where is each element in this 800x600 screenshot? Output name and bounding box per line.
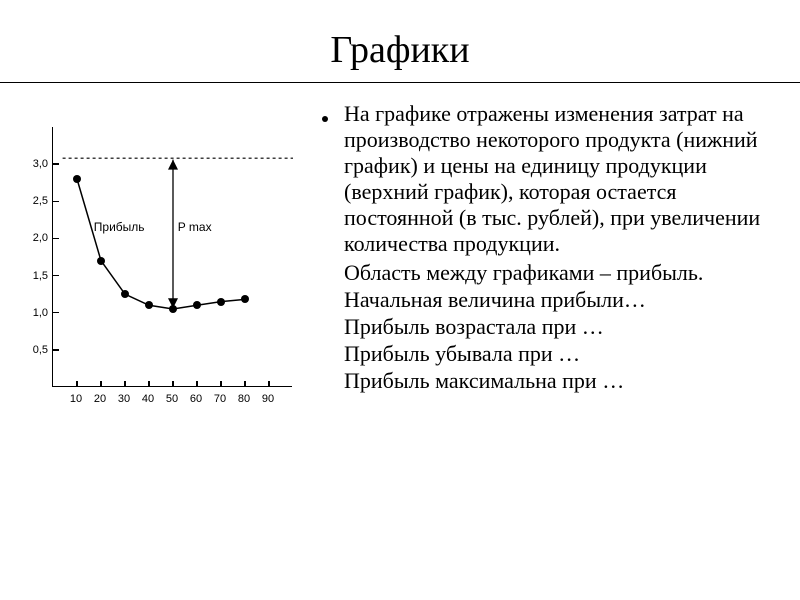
page-title: Графики	[0, 0, 800, 82]
x-tick-label: 30	[118, 393, 130, 405]
x-tick	[244, 381, 246, 387]
y-tick	[53, 275, 59, 277]
arrowhead-icon	[168, 160, 178, 170]
y-tick-label: 0,5	[33, 344, 48, 356]
y-tick	[53, 349, 59, 351]
y-tick	[53, 163, 59, 165]
x-tick-label: 40	[142, 393, 154, 405]
x-tick	[76, 381, 78, 387]
chart-plot-area: Прибыль P max	[52, 127, 292, 387]
data-point	[73, 175, 81, 183]
cost-profit-chart: Прибыль P max 0,5 1,0 1,5 2,0 2,5 3,0 10 20 30 40 5…	[18, 127, 298, 427]
annotation-profit: Прибыль	[94, 220, 145, 234]
x-tick-label: 10	[70, 393, 82, 405]
x-tick-label: 50	[166, 393, 178, 405]
chart-column: Прибыль P max 0,5 1,0 1,5 2,0 2,5 3,0 10 20 30 40 5…	[18, 101, 316, 427]
y-tick-label: 1,5	[33, 270, 48, 282]
para-increase: Прибыль возрастала при …	[344, 314, 766, 340]
data-point	[169, 305, 177, 313]
x-tick	[100, 381, 102, 387]
bullet-marker	[316, 101, 344, 258]
para-area: Область между графиками – прибыль.	[344, 260, 766, 286]
y-tick	[53, 238, 59, 240]
x-tick-label: 20	[94, 393, 106, 405]
sub-paragraphs: Область между графиками – прибыль. Начал…	[316, 260, 766, 394]
bullet-item-main: На графике отражены изменения затрат на …	[316, 101, 766, 258]
data-point	[121, 290, 129, 298]
y-tick-label: 1,0	[33, 307, 48, 319]
bullet-text-main: На графике отражены изменения затрат на …	[344, 101, 766, 257]
x-tick-label: 80	[238, 393, 250, 405]
data-point	[145, 301, 153, 309]
y-tick	[53, 201, 59, 203]
cost-series-line	[77, 179, 245, 309]
text-column: На графике отражены изменения затрат на …	[316, 101, 766, 427]
x-tick-label: 60	[190, 393, 202, 405]
x-tick	[268, 381, 270, 387]
x-tick-label: 90	[262, 393, 274, 405]
chart-svg	[53, 127, 293, 387]
para-max: Прибыль максимальна при …	[344, 368, 766, 394]
data-point	[193, 301, 201, 309]
x-tick	[220, 381, 222, 387]
para-initial: Начальная величина прибыли…	[344, 287, 766, 313]
annotation-pmax: P max	[178, 220, 212, 234]
y-tick-label: 3,0	[33, 158, 48, 170]
data-point	[217, 298, 225, 306]
data-point	[241, 295, 249, 303]
y-tick	[53, 312, 59, 314]
para-decrease: Прибыль убывала при …	[344, 341, 766, 367]
x-tick	[148, 381, 150, 387]
y-tick-label: 2,5	[33, 195, 48, 207]
x-tick-label: 70	[214, 393, 226, 405]
x-tick	[196, 381, 198, 387]
x-tick	[172, 381, 174, 387]
y-tick-label: 2,0	[33, 232, 48, 244]
x-tick	[124, 381, 126, 387]
content-area: Прибыль P max 0,5 1,0 1,5 2,0 2,5 3,0 10 20 30 40 5…	[0, 83, 800, 427]
data-point	[97, 257, 105, 265]
